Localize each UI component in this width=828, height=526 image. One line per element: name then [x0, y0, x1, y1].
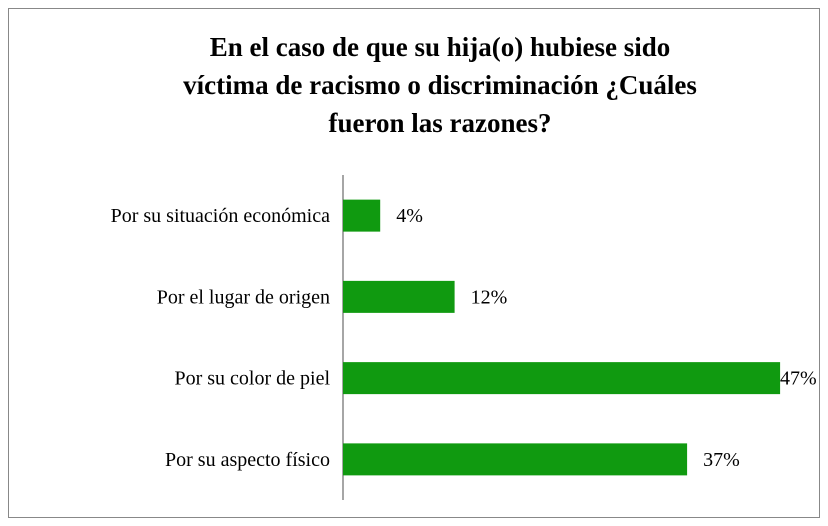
bar — [343, 280, 455, 313]
bar — [343, 443, 688, 476]
y-tick-label: Por su color de piel — [174, 368, 330, 390]
chart-title: fueron las razones? — [329, 108, 552, 138]
y-tick-label: Por su aspecto físico — [165, 449, 330, 471]
data-label: 47% — [780, 368, 817, 390]
data-label: 37% — [703, 449, 740, 471]
chart-border — [8, 8, 820, 518]
chart-title: víctima de racismo o discriminación ¿Cuá… — [183, 70, 697, 100]
chart-title: En el caso de que su hija(o) hubiese sid… — [210, 32, 671, 62]
y-tick-label: Por el lugar de origen — [157, 286, 330, 308]
data-label: 4% — [396, 205, 423, 227]
bar — [343, 199, 381, 232]
data-label: 12% — [471, 286, 508, 308]
y-tick-label: Por su situación económica — [111, 205, 331, 227]
bar — [343, 362, 781, 395]
